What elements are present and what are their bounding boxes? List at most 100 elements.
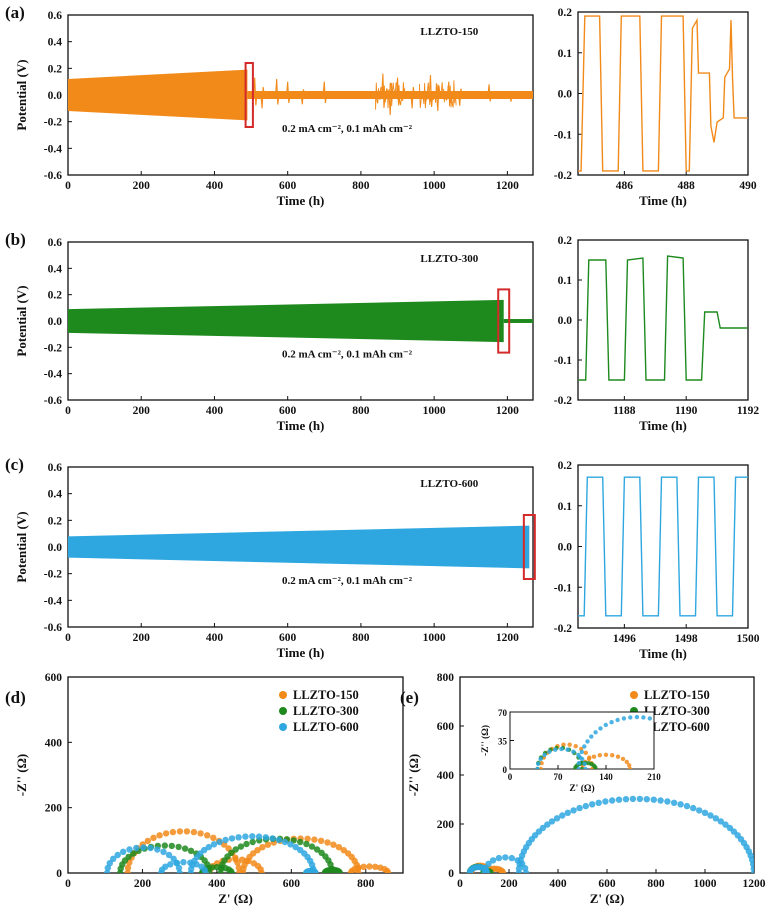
y-tick-label: 0 <box>448 868 454 880</box>
x-tick-label: 200 <box>133 180 151 192</box>
data-point <box>609 797 616 804</box>
y-axis-label: -Z'' (Ω) <box>14 754 29 797</box>
test-condition: 0.2 mA cm⁻², 0.1 mAh cm⁻² <box>282 123 413 135</box>
x-axis-label: Time (h) <box>277 418 325 433</box>
data-point <box>156 832 163 839</box>
y-tick-label: -0.1 <box>554 582 572 594</box>
data-point <box>205 843 212 851</box>
plot-frame <box>577 239 749 401</box>
data-point <box>269 835 276 842</box>
x-tick-label: 800 <box>352 180 370 192</box>
data-point <box>264 841 272 848</box>
data-point <box>228 835 236 842</box>
data-point <box>693 767 697 771</box>
data-point <box>582 802 589 810</box>
y-tick-label: 600 <box>45 672 63 684</box>
data-point <box>304 835 311 842</box>
data-point <box>489 857 497 864</box>
data-point <box>312 869 319 873</box>
data-point <box>756 603 760 607</box>
data-point <box>675 738 679 742</box>
plot-e: 0 200 400 600 800 1000 1200 0 200 400 600 800 Z' (Ω)… <box>400 672 766 906</box>
data-point <box>598 726 603 731</box>
data-point <box>366 863 373 870</box>
x-tick-label: 488 <box>678 180 696 192</box>
data-point <box>202 869 209 873</box>
data-point <box>197 830 204 837</box>
x-tick-label: 490 <box>739 180 757 192</box>
y-tick-label: 0.1 <box>558 48 573 60</box>
data-point <box>249 833 256 840</box>
y-tick-label: -0.2 <box>554 395 572 407</box>
data-point <box>634 714 640 720</box>
cycling-envelope <box>68 299 504 343</box>
legend-entry: LLZTO-600 <box>293 720 359 734</box>
data-point <box>673 752 677 756</box>
data-point <box>133 844 140 852</box>
data-point <box>629 795 637 803</box>
data-point <box>210 834 217 841</box>
data-point <box>708 655 712 659</box>
data-point <box>297 838 304 846</box>
data-point <box>125 853 132 861</box>
y-tick-label: 70 <box>498 708 508 718</box>
data-point <box>292 843 299 851</box>
highlight-box <box>497 288 511 354</box>
data-point <box>539 824 547 832</box>
data-point <box>281 838 289 846</box>
data-point <box>714 647 718 651</box>
data-point <box>621 716 627 721</box>
data-point <box>181 845 189 852</box>
data-point <box>242 833 249 840</box>
data-point <box>311 836 318 843</box>
series-llzto-150 <box>538 742 633 769</box>
legend-entry: LLZTO-300 <box>644 704 710 718</box>
data-point <box>627 766 633 769</box>
x-axis-label: Time (h) <box>277 193 325 208</box>
data-point <box>150 834 157 841</box>
data-point <box>187 847 195 854</box>
plot-a-main: 0 200 400 600 800 1000 1200 -0.6 -0.4 -0.2 0.0 0.2 0… <box>5 3 534 208</box>
x-tick-label: 200 <box>500 878 518 890</box>
x-tick-label: 1200 <box>496 180 519 192</box>
data-point <box>721 638 725 642</box>
data-point <box>571 749 576 754</box>
y-tick-label: 0.0 <box>558 542 573 554</box>
data-point <box>615 754 621 759</box>
x-tick-label: 600 <box>283 878 301 890</box>
data-point <box>718 642 722 646</box>
data-point <box>593 766 598 769</box>
data-point <box>576 761 582 766</box>
data-point <box>209 864 216 871</box>
data-point <box>695 677 699 681</box>
x-tick-label: 600 <box>279 632 297 644</box>
y-tick-label: 800 <box>437 672 455 684</box>
data-point <box>106 860 114 867</box>
data-point <box>585 739 590 744</box>
series-trace <box>68 69 533 121</box>
y-tick-label: 0.4 <box>48 263 63 275</box>
data-point <box>728 630 732 634</box>
data-point <box>539 761 544 766</box>
y-tick-label: -0.4 <box>44 595 62 607</box>
data-point <box>104 864 112 872</box>
plot-b-zoom: 1188 1190 1192 -0.2 -0.1 0.0 0.1 0.2 Time (h) <box>554 235 760 433</box>
x-tick-label: 400 <box>206 405 224 417</box>
data-point <box>603 752 609 757</box>
data-point <box>210 841 218 848</box>
y-axis-label: -Z'' (Ω) <box>406 754 421 797</box>
data-point <box>693 761 697 765</box>
data-point <box>722 821 729 828</box>
y-tick-label: 600 <box>437 721 455 733</box>
x-tick-label: 0 <box>65 632 71 644</box>
y-tick-label: 0.0 <box>48 90 63 102</box>
y-tick-label: 400 <box>45 737 63 749</box>
data-point <box>620 756 626 762</box>
data-point <box>717 818 724 825</box>
y-tick-label: -0.6 <box>44 395 62 407</box>
data-point <box>140 844 147 851</box>
data-point <box>705 659 709 663</box>
y-tick-label: -0.2 <box>554 170 572 182</box>
test-condition: 0.2 mA cm⁻², 0.1 mAh cm⁻² <box>282 348 413 360</box>
